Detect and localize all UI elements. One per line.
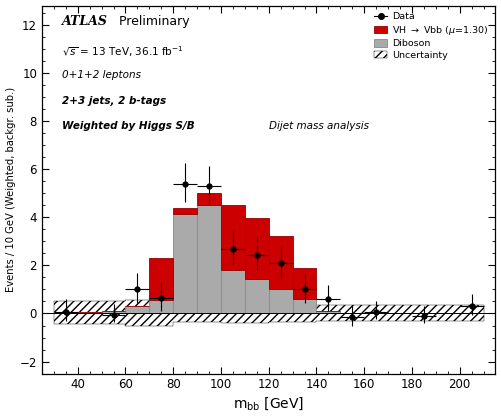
Legend: Data, VH $\rightarrow$ Vbb ($\mu$=1.30), Diboson, Uncertainty: Data, VH $\rightarrow$ Vbb ($\mu$=1.30),… [372, 10, 490, 62]
Text: Weighted by Higgs S/B: Weighted by Higgs S/B [62, 122, 195, 132]
Bar [173, 208, 197, 214]
Bar [269, 289, 293, 314]
Bar [340, 313, 483, 314]
Text: 2+3 jets, 2 b-tags: 2+3 jets, 2 b-tags [62, 96, 166, 106]
X-axis label: m$_{\rm bb}$ [GeV]: m$_{\rm bb}$ [GeV] [233, 396, 304, 413]
Bar [317, 311, 340, 314]
Text: ATLAS: ATLAS [62, 15, 108, 28]
Bar [173, 214, 197, 314]
Bar [197, 205, 221, 314]
Text: Dijet mass analysis: Dijet mass analysis [269, 122, 369, 132]
Text: $\sqrt{s}$ = 13 TeV, 36.1 fb$^{-1}$: $\sqrt{s}$ = 13 TeV, 36.1 fb$^{-1}$ [62, 44, 184, 59]
Y-axis label: Events / 10 GeV (Weighted, backgr. sub.): Events / 10 GeV (Weighted, backgr. sub.) [6, 87, 16, 292]
Bar [54, 312, 102, 314]
Text: 0+1+2 leptons: 0+1+2 leptons [62, 70, 141, 80]
Bar [125, 306, 149, 314]
Bar [221, 270, 245, 314]
Bar [102, 311, 125, 314]
Bar [245, 278, 269, 314]
Bar [245, 219, 269, 278]
Bar [269, 237, 293, 289]
Text: Preliminary: Preliminary [115, 15, 189, 28]
Bar [293, 268, 317, 299]
Bar [149, 300, 173, 314]
Bar [149, 258, 173, 300]
Bar [293, 299, 317, 314]
Bar [221, 205, 245, 270]
Bar [197, 193, 221, 205]
